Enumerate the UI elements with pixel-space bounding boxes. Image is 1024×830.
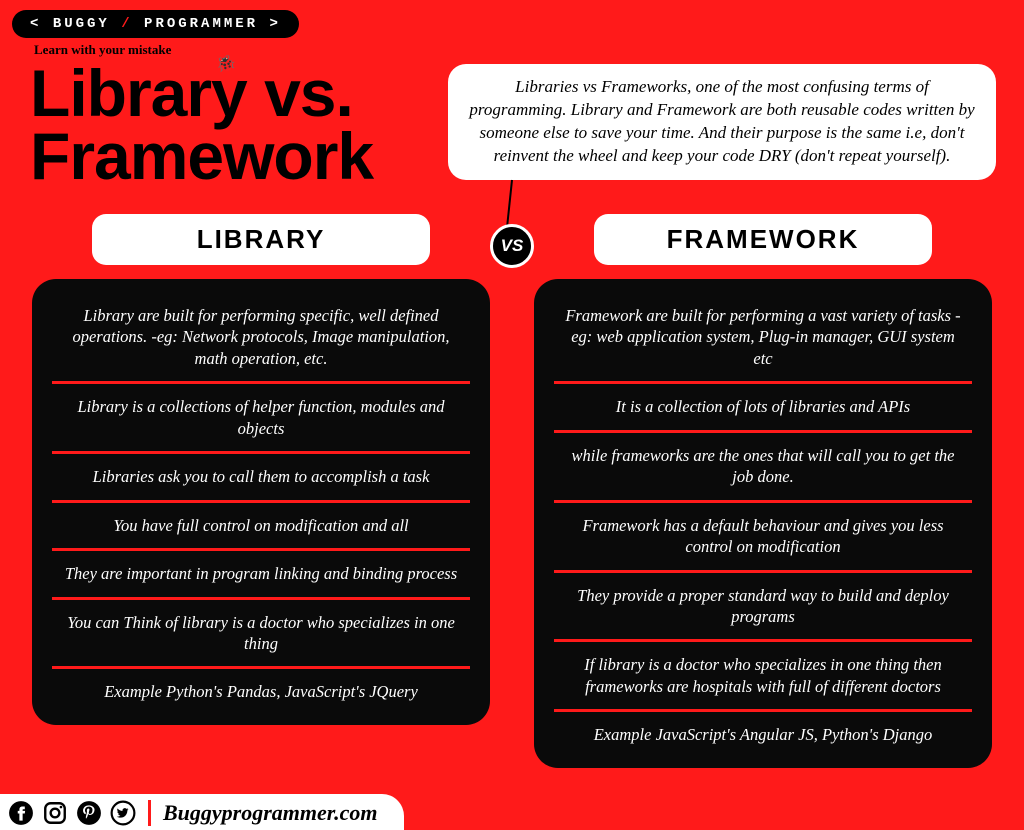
framework-item: while frameworks are the ones that will … [554,435,972,498]
library-item: Library is a collections of helper funct… [52,386,470,449]
framework-item: Framework are built for performing a vas… [554,295,972,379]
framework-item: It is a collection of lots of libraries … [554,386,972,427]
framework-column: FRAMEWORK Framework are built for perfor… [534,214,992,768]
library-item: Libraries ask you to call them to accomp… [52,456,470,497]
framework-item: They provide a proper standard way to bu… [554,575,972,638]
brand-sep: / [121,16,132,32]
title-line-1: Library vs. [30,62,373,125]
framework-item: Example JavaScript's Angular JS, Python'… [554,714,972,755]
divider [554,639,972,642]
footer: Buggyprogrammer.com [0,794,404,830]
brand-pill: < BUGGY / PROGRAMMER > [12,10,299,38]
framework-item: Framework has a default behaviour and gi… [554,505,972,568]
library-item: You can Think of library is a doctor who… [52,602,470,665]
divider [554,381,972,384]
divider [52,500,470,503]
instagram-icon[interactable] [42,800,68,826]
divider [554,430,972,433]
library-item: Example Python's Pandas, JavaScript's JQ… [52,671,470,712]
divider [52,381,470,384]
angle-left: < [30,16,41,32]
twitter-icon[interactable] [110,800,136,826]
angle-right: > [269,16,280,32]
framework-header: FRAMEWORK [594,214,933,265]
title-line-2: Framework [30,125,373,188]
library-item: You have full control on modification an… [52,505,470,546]
divider [52,666,470,669]
vs-badge: VS [490,224,534,268]
pinterest-icon[interactable] [76,800,102,826]
framework-body: Framework are built for performing a vas… [534,279,992,768]
footer-divider [148,800,151,826]
brand-right: PROGRAMMER [144,16,258,32]
library-item: Library are built for performing specifi… [52,295,470,379]
comparison-columns: LIBRARY Library are built for performing… [32,214,992,768]
intro-box: Libraries vs Frameworks, one of the most… [448,64,996,180]
site-url[interactable]: Buggyprogrammer.com [163,800,378,826]
divider [52,597,470,600]
facebook-icon[interactable] [8,800,34,826]
framework-item: If library is a doctor who specializes i… [554,644,972,707]
divider [554,500,972,503]
library-item: They are important in program linking an… [52,553,470,594]
brand-left: BUGGY [53,16,110,32]
library-column: LIBRARY Library are built for performing… [32,214,490,768]
divider [52,451,470,454]
library-header: LIBRARY [92,214,431,265]
page-title: Library vs. Framework [30,62,373,187]
divider [554,570,972,573]
library-body: Library are built for performing specifi… [32,279,490,725]
divider [554,709,972,712]
divider [52,548,470,551]
